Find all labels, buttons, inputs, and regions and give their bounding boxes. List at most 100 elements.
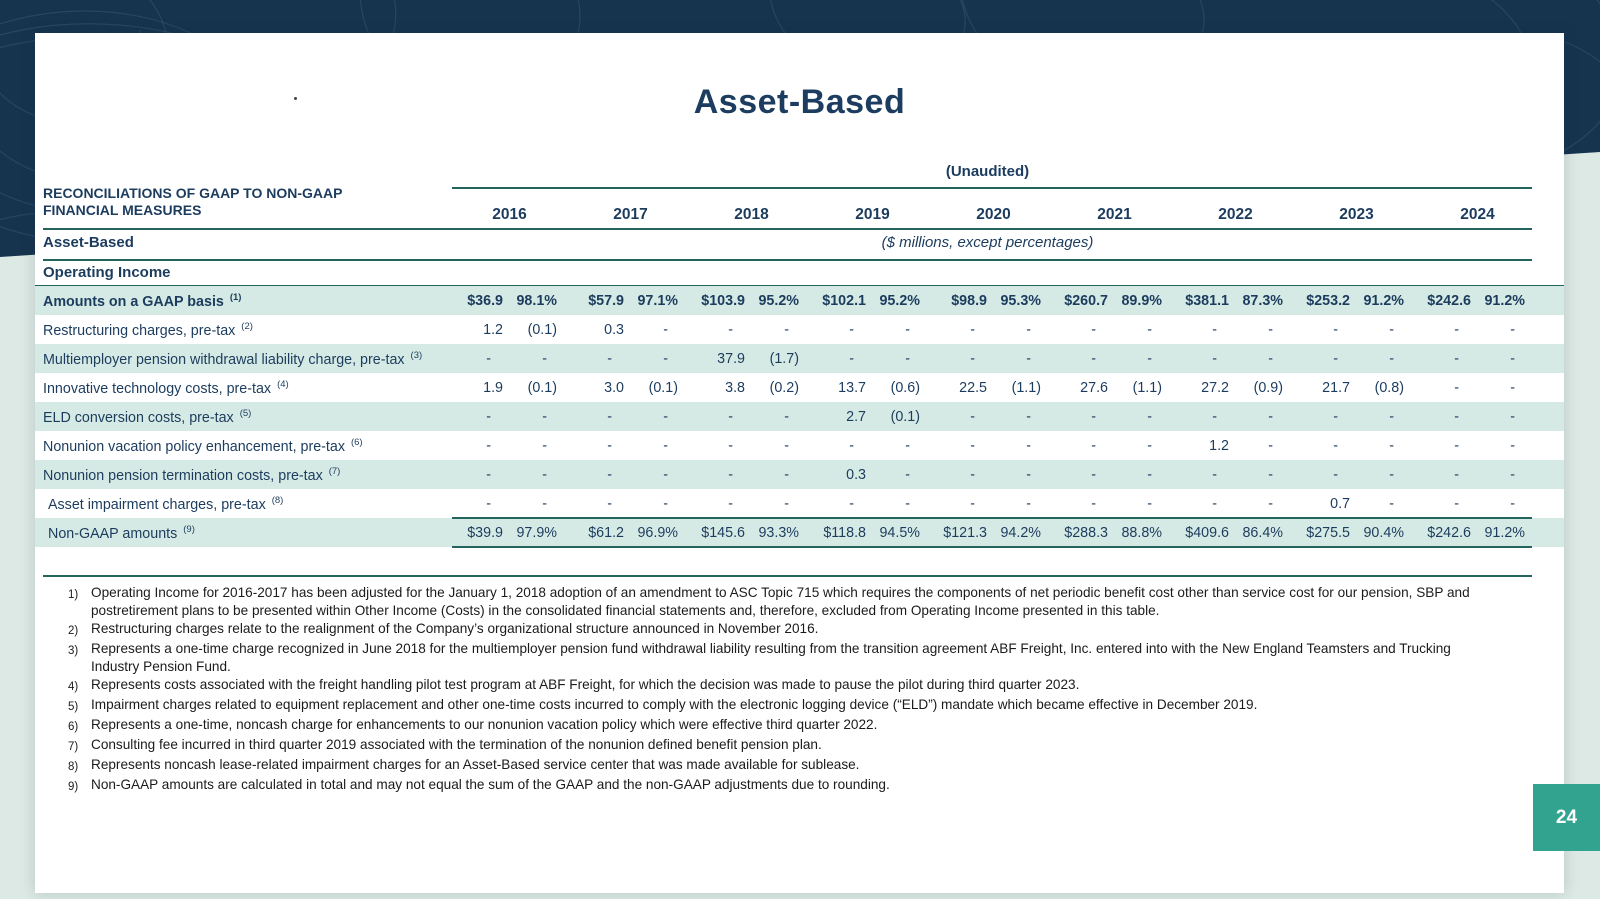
footnote-ref: (1) bbox=[229, 291, 242, 303]
cell-percent: - bbox=[1147, 408, 1152, 425]
cell-dollar: $260.7 bbox=[1064, 292, 1108, 309]
footnote-marker: 7) bbox=[68, 741, 79, 753]
footnote-item: 7) Consulting fee incurred in third quart… bbox=[68, 736, 1488, 756]
cell-dollar: - bbox=[486, 408, 491, 425]
operating-income-heading: Operating Income bbox=[43, 264, 171, 281]
cell-dollar: - bbox=[849, 350, 854, 367]
slide-title: Asset-Based bbox=[693, 83, 906, 121]
cell-dollar: - bbox=[1333, 466, 1338, 483]
cell-percent: - bbox=[663, 321, 668, 338]
cell-dollar: 13.7 bbox=[838, 379, 866, 396]
footnote-marker: 1) bbox=[68, 589, 79, 601]
cell-percent: 91.2% bbox=[1484, 524, 1525, 541]
cell-percent: - bbox=[1268, 495, 1273, 512]
cell-percent: - bbox=[663, 408, 668, 425]
cell-dollar: - bbox=[486, 350, 491, 367]
cell-dollar: - bbox=[1454, 466, 1459, 483]
cell-percent: 97.9% bbox=[516, 524, 557, 541]
cell-percent: - bbox=[1026, 437, 1031, 454]
cell-dollar: - bbox=[607, 437, 612, 454]
cell-percent: - bbox=[1026, 321, 1031, 338]
cell-percent: - bbox=[1389, 466, 1394, 483]
cell-dollar: - bbox=[1333, 408, 1338, 425]
cell-percent: - bbox=[905, 321, 910, 338]
speck-artifact bbox=[294, 97, 297, 100]
year-header-2016: 2016 bbox=[492, 206, 527, 223]
cell-dollar: - bbox=[849, 437, 854, 454]
cell-percent: - bbox=[663, 437, 668, 454]
year-header-row: 2016 2017 2018 2019 2020 2021 2022 2023 2024 bbox=[43, 196, 1532, 226]
year-header-2019: 2019 bbox=[855, 206, 890, 223]
year-header-2024: 2024 bbox=[1460, 206, 1495, 223]
units-note: ($ millions, except percentages) bbox=[881, 234, 1094, 251]
cell-dollar: $103.9 bbox=[701, 292, 745, 309]
footnote-text: Impairment charges related to equipment … bbox=[91, 697, 1258, 712]
cell-percent: 95.2% bbox=[879, 292, 920, 309]
cell-dollar: 3.8 bbox=[725, 379, 745, 396]
footnote-text: Represents a one-time charge recognized … bbox=[91, 641, 1451, 674]
cell-percent: - bbox=[1510, 466, 1515, 483]
cell-percent: - bbox=[1510, 350, 1515, 367]
cell-percent: (1.7) bbox=[769, 350, 799, 367]
cell-dollar: - bbox=[970, 466, 975, 483]
footnote-item: 1) Operating Income for 2016-2017 has bee… bbox=[68, 584, 1488, 620]
cell-dollar: - bbox=[1212, 321, 1217, 338]
cell-dollar: - bbox=[486, 466, 491, 483]
cell-dollar: 27.6 bbox=[1080, 379, 1108, 396]
cell-dollar: $145.6 bbox=[701, 524, 745, 541]
cell-dollar: - bbox=[1091, 321, 1096, 338]
cell-dollar: 1.2 bbox=[1209, 437, 1229, 454]
footnote-ref: (3) bbox=[410, 349, 423, 361]
cell-percent: - bbox=[663, 466, 668, 483]
table-row: Asset impairment charges, pre-tax (8) - - -… bbox=[35, 489, 1564, 518]
row-label: Nonunion vacation policy enhancement, pr… bbox=[43, 436, 363, 455]
cell-percent: 97.1% bbox=[637, 292, 678, 309]
year-header-2023: 2023 bbox=[1339, 206, 1374, 223]
cell-percent: 93.3% bbox=[758, 524, 799, 541]
cell-dollar: - bbox=[1333, 350, 1338, 367]
cell-percent: 96.9% bbox=[637, 524, 678, 541]
cell-dollar: - bbox=[728, 321, 733, 338]
cell-dollar: $61.2 bbox=[588, 524, 624, 541]
cell-dollar: - bbox=[1091, 466, 1096, 483]
footnote-text: Represents costs associated with the fre… bbox=[91, 677, 1080, 692]
cell-dollar: $118.8 bbox=[823, 524, 866, 541]
section-label: Asset-Based bbox=[43, 234, 134, 251]
footnote-text: Operating Income for 2016-2017 has been … bbox=[91, 585, 1470, 618]
cell-dollar: - bbox=[486, 495, 491, 512]
table-row: Nonunion pension termination costs, pre-… bbox=[35, 460, 1564, 489]
year-header-2022: 2022 bbox=[1218, 206, 1253, 223]
cell-percent: 86.4% bbox=[1242, 524, 1283, 541]
cell-percent: - bbox=[1147, 321, 1152, 338]
cell-dollar: - bbox=[1212, 408, 1217, 425]
cell-percent: (0.1) bbox=[527, 379, 557, 396]
footnote-text: Non-GAAP amounts are calculated in total… bbox=[91, 777, 890, 792]
cell-dollar: - bbox=[1454, 321, 1459, 338]
row-label: Nonunion pension termination costs, pre-… bbox=[43, 465, 341, 484]
cell-dollar: - bbox=[1333, 321, 1338, 338]
cell-dollar: 27.2 bbox=[1201, 379, 1229, 396]
cell-percent: - bbox=[1147, 437, 1152, 454]
cell-percent: 91.2% bbox=[1363, 292, 1404, 309]
cell-percent: 95.3% bbox=[1000, 292, 1041, 309]
cell-percent: (0.2) bbox=[769, 379, 799, 396]
table-row: Innovative technology costs, pre-tax (4)… bbox=[35, 373, 1564, 402]
cell-dollar: $381.1 bbox=[1185, 292, 1229, 309]
rule-under-years bbox=[43, 228, 1532, 230]
cell-dollar: - bbox=[970, 495, 975, 512]
cell-dollar: - bbox=[1333, 437, 1338, 454]
rule-under-section bbox=[43, 259, 1532, 261]
cell-percent: 88.8% bbox=[1121, 524, 1162, 541]
cell-percent: - bbox=[542, 437, 547, 454]
cell-percent: - bbox=[784, 408, 789, 425]
cell-dollar: - bbox=[728, 408, 733, 425]
cell-percent: (0.1) bbox=[527, 321, 557, 338]
cell-dollar: $288.3 bbox=[1064, 524, 1108, 541]
cell-dollar: - bbox=[1454, 408, 1459, 425]
table-row: Amounts on a GAAP basis (1) $36.9 98.1% $57… bbox=[35, 285, 1564, 315]
cell-dollar: - bbox=[970, 437, 975, 454]
cell-percent: - bbox=[1026, 408, 1031, 425]
cell-percent: - bbox=[542, 495, 547, 512]
cell-percent: (1.1) bbox=[1132, 379, 1162, 396]
